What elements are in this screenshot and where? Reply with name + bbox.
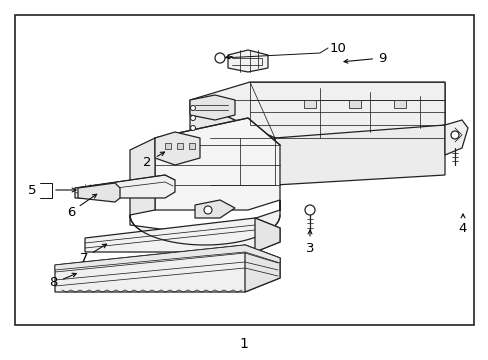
Polygon shape xyxy=(55,245,280,270)
Circle shape xyxy=(450,131,458,139)
Polygon shape xyxy=(130,138,155,215)
Circle shape xyxy=(190,105,195,111)
Text: 6: 6 xyxy=(66,194,97,219)
Text: 7: 7 xyxy=(80,244,106,265)
Circle shape xyxy=(190,126,195,131)
Text: 5: 5 xyxy=(28,184,36,197)
Circle shape xyxy=(305,205,314,215)
Polygon shape xyxy=(190,100,274,185)
Text: 8: 8 xyxy=(49,273,76,289)
Circle shape xyxy=(190,116,195,121)
Text: 1: 1 xyxy=(239,337,248,351)
Polygon shape xyxy=(164,143,171,149)
Text: 9: 9 xyxy=(343,51,386,64)
Polygon shape xyxy=(244,245,280,292)
Text: 3: 3 xyxy=(305,230,314,255)
Polygon shape xyxy=(189,143,195,149)
Polygon shape xyxy=(304,100,315,108)
Polygon shape xyxy=(85,218,280,252)
Bar xyxy=(15,15,473,325)
Text: 2: 2 xyxy=(143,152,164,168)
Polygon shape xyxy=(348,100,360,108)
Text: 4: 4 xyxy=(458,214,466,234)
Polygon shape xyxy=(155,132,200,165)
Polygon shape xyxy=(227,50,267,72)
Polygon shape xyxy=(195,200,235,218)
Polygon shape xyxy=(444,120,467,155)
Polygon shape xyxy=(190,82,444,138)
Polygon shape xyxy=(190,95,235,120)
Polygon shape xyxy=(155,118,280,210)
Polygon shape xyxy=(75,175,175,198)
Circle shape xyxy=(215,53,224,63)
Polygon shape xyxy=(130,200,280,245)
Circle shape xyxy=(203,206,212,214)
Polygon shape xyxy=(55,245,280,292)
Polygon shape xyxy=(274,125,444,185)
Polygon shape xyxy=(177,143,183,149)
Polygon shape xyxy=(393,100,405,108)
Polygon shape xyxy=(254,218,280,252)
Polygon shape xyxy=(78,183,120,202)
Text: 10: 10 xyxy=(329,41,346,54)
